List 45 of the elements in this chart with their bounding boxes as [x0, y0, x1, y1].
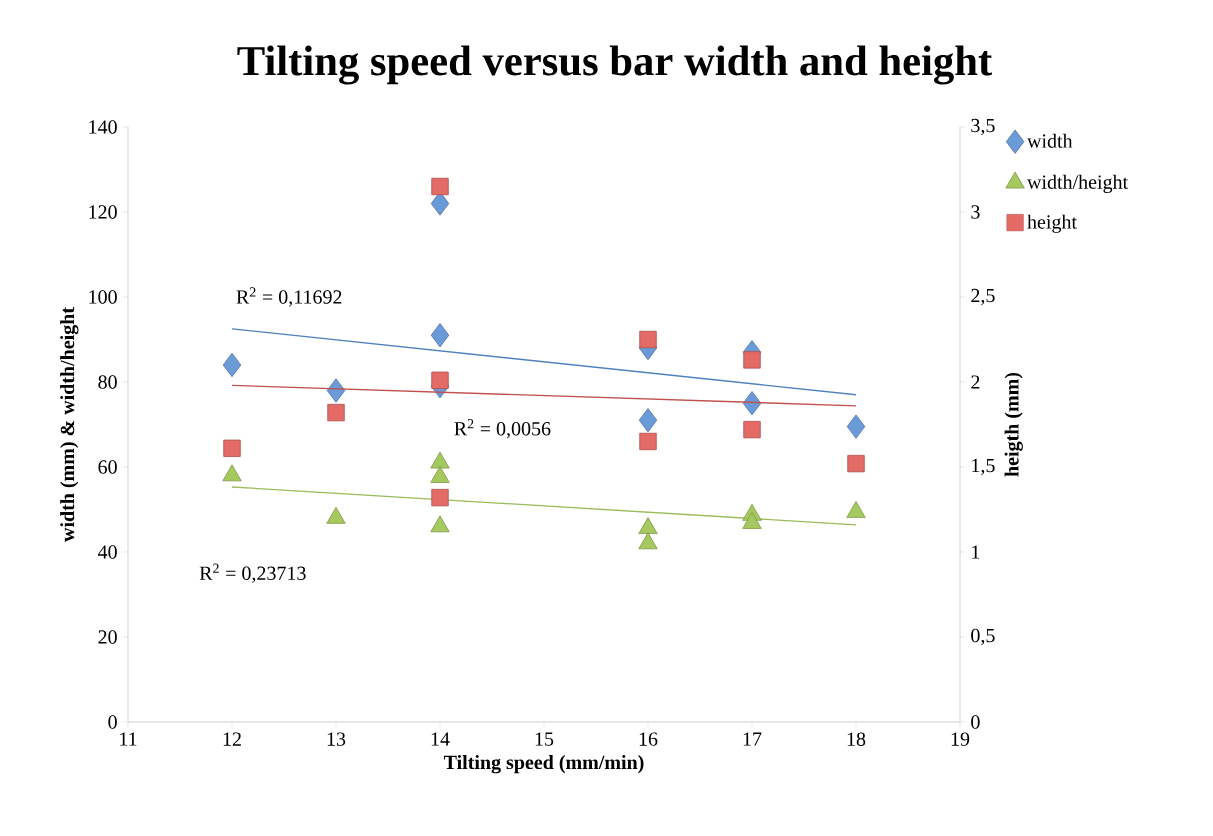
annotation: R$^{2}$ = 0,0056: [454, 419, 551, 439]
y2-tick-label: 2: [971, 375, 980, 389]
y2-tick-label: 0,5: [971, 628, 995, 646]
legend-label: height: [1027, 214, 1077, 233]
annotation: R$^{2}$ = 0,23713: [199, 563, 306, 583]
x-tick-label: 12: [223, 732, 241, 746]
y2-tick-label: 3,5: [971, 118, 995, 136]
annotation: R$^{2}$ = 0,11692: [236, 287, 342, 307]
y-tick-label: 140: [89, 120, 117, 134]
y-tick-label: 40: [98, 545, 117, 559]
y-tick-label: 80: [98, 375, 117, 389]
x-tick-label: 16: [639, 732, 658, 746]
point: [847, 454, 865, 473]
point: [431, 488, 449, 507]
point: [223, 439, 241, 457]
legend-label: width: [1027, 133, 1073, 148]
y2-axis-title: heigth (mm): [1004, 372, 1023, 477]
x-tick-label: 15: [535, 732, 554, 746]
x-tick-label: 11: [120, 732, 137, 746]
y-tick-label: 20: [98, 630, 117, 644]
chart-title: Tilting speed versus bar width and height: [237, 45, 993, 85]
x-tick-label: 19: [951, 732, 970, 746]
y-tick-label: 60: [98, 460, 117, 474]
point: [743, 351, 761, 369]
legend-label: width/height: [1027, 174, 1129, 193]
x-tick-label: 13: [327, 732, 346, 746]
y-tick-label: 0: [108, 715, 117, 729]
y-tick-label: 100: [89, 290, 117, 304]
x-axis-title: Tilting speed (mm/min): [443, 755, 644, 774]
y2-tick-label: 2,5: [971, 288, 995, 306]
point: [743, 420, 761, 439]
point: [431, 177, 449, 196]
point: [639, 330, 657, 349]
y2-tick-label: 1,5: [972, 458, 995, 476]
point: [431, 371, 449, 389]
x-tick-label: 14: [431, 732, 450, 746]
y2-tick-label: 0: [971, 715, 980, 729]
y-tick-label: 120: [89, 205, 117, 219]
y-axis-title: width (mm) & width/height: [60, 307, 79, 542]
y2-tick-label: 1: [972, 545, 980, 559]
point: [327, 403, 345, 422]
point: [639, 432, 657, 451]
x-tick-label: 18: [847, 732, 866, 746]
x-tick-label: 17: [743, 732, 762, 746]
y2-tick-label: 3: [971, 205, 980, 219]
